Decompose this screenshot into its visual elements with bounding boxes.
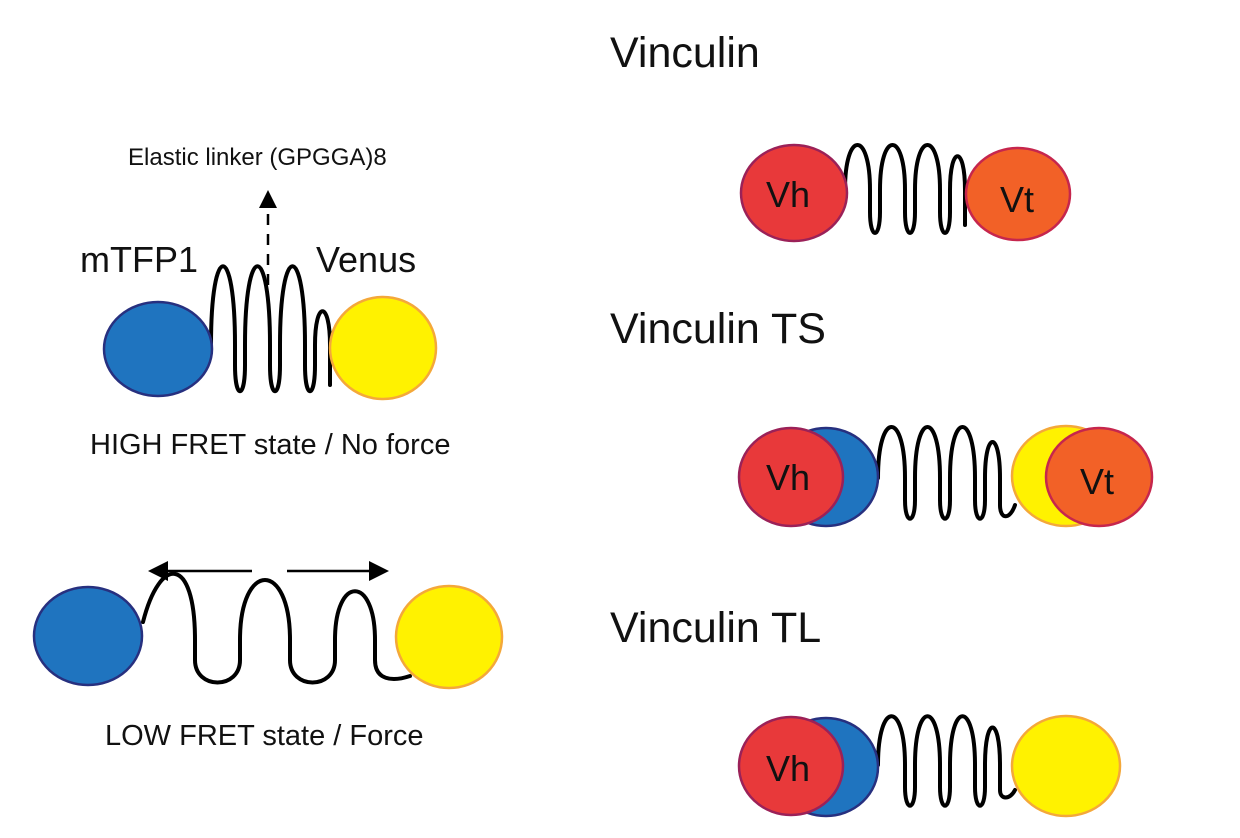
- arrow-left-icon: [148, 561, 252, 581]
- tl-vh-label: Vh: [766, 748, 810, 789]
- vt-domain: [964, 146, 1072, 242]
- dashed-arrow-up-icon: [259, 190, 277, 285]
- donor-label: mTFP1: [80, 239, 198, 280]
- construct-title-vinculin-ts: Vinculin TS: [610, 305, 826, 353]
- vinculin-ts-linker: [876, 425, 1017, 521]
- elastic-linker-extended: [141, 572, 412, 685]
- vinculin-ts-construct: Vh Vt: [737, 424, 1154, 528]
- vt-label: Vt: [1000, 179, 1034, 220]
- sensor-panel: Elastic linker (GPGGA)8 mTFP1 Venus HIGH…: [32, 144, 504, 752]
- low-fret-sensor: [32, 561, 504, 690]
- venus-fluorophore-low: [394, 584, 504, 690]
- vinculin-linker: [843, 143, 967, 235]
- tl-venus: [1010, 714, 1122, 818]
- vh-domain: [739, 143, 849, 243]
- high-fret-label: HIGH FRET state / No force: [90, 429, 450, 461]
- arrow-right-icon: [287, 561, 389, 581]
- elastic-linker-compressed: [209, 264, 332, 393]
- acceptor-label: Venus: [316, 239, 416, 280]
- venus-fluorophore: [328, 295, 438, 401]
- tl-vh-domain: [737, 715, 845, 817]
- ts-vh-domain: [737, 426, 845, 528]
- ts-vh-label: Vh: [766, 457, 810, 498]
- vh-label: Vh: [766, 174, 810, 215]
- low-fret-label: LOW FRET state / Force: [105, 720, 424, 752]
- vinculin-tl-construct: Vh: [737, 714, 1122, 818]
- construct-panel: Vinculin Vt Vh Vinculin TS Vh Vt Vinculi…: [610, 29, 1154, 818]
- vinculin-construct: Vt Vh: [739, 143, 1072, 243]
- linker-label: Elastic linker (GPGGA)8: [128, 144, 387, 171]
- ts-vt-label: Vt: [1080, 461, 1114, 502]
- construct-title-vinculin-tl: Vinculin TL: [610, 604, 821, 652]
- high-fret-sensor: [102, 264, 438, 401]
- vinculin-tl-linker: [876, 714, 1017, 808]
- construct-title-vinculin: Vinculin: [610, 29, 760, 77]
- mtfp1-fluorophore: [102, 300, 214, 398]
- mtfp1-fluorophore-low: [32, 585, 144, 687]
- ts-vt-domain: [1044, 426, 1154, 528]
